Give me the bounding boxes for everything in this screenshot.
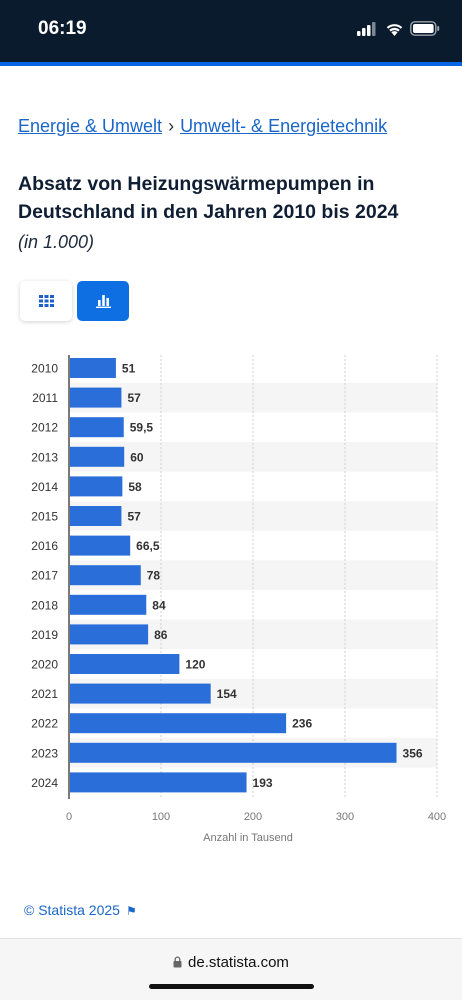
wifi-icon bbox=[386, 24, 403, 36]
browser-url-bar[interactable]: de.statista.com bbox=[0, 938, 462, 1000]
copyright-text: © Statista 2025 bbox=[24, 902, 120, 918]
statista-copyright-link[interactable]: © Statista 2025 ⚑ bbox=[24, 902, 137, 918]
bar-2021[interactable] bbox=[70, 683, 211, 704]
category-label: 2023 bbox=[31, 746, 58, 760]
category-label: 2018 bbox=[31, 598, 58, 612]
x-axis-label: Anzahl in Tausend bbox=[203, 832, 293, 844]
x-tick-label: 100 bbox=[152, 811, 170, 823]
breadcrumb: Energie & Umwelt › Umwelt- & Energietechni… bbox=[18, 116, 387, 137]
bar-2012[interactable] bbox=[70, 417, 124, 438]
flag-icon[interactable]: ⚑ bbox=[125, 904, 137, 918]
value-label: 66,5 bbox=[136, 539, 160, 553]
category-label: 2016 bbox=[31, 539, 58, 553]
url-text: de.statista.com bbox=[188, 954, 289, 971]
category-label: 2020 bbox=[31, 658, 58, 672]
category-label: 2014 bbox=[31, 480, 58, 494]
table-icon bbox=[38, 295, 54, 307]
category-label: 2022 bbox=[31, 717, 58, 731]
x-tick-label: 200 bbox=[244, 811, 262, 823]
value-labels: 51 57 59,5 60 58 57 66,5 78 84 86 120 154 236 356 193 bbox=[122, 362, 423, 790]
bar-2010[interactable] bbox=[70, 358, 116, 378]
bar-2020[interactable] bbox=[70, 654, 180, 674]
value-label: 86 bbox=[154, 628, 168, 642]
bar-chart-view-button[interactable] bbox=[77, 281, 129, 321]
bar-2019[interactable] bbox=[70, 624, 149, 645]
x-tick-label: 0 bbox=[66, 811, 72, 823]
bar-2022[interactable] bbox=[70, 713, 287, 734]
bars bbox=[70, 358, 397, 793]
status-time: 06:19 bbox=[38, 18, 87, 39]
value-label: 59,5 bbox=[130, 421, 154, 435]
table-view-button[interactable] bbox=[20, 281, 72, 321]
value-label: 193 bbox=[253, 776, 273, 790]
bar-2011[interactable] bbox=[70, 387, 122, 408]
category-label: 2015 bbox=[31, 510, 58, 524]
value-label: 236 bbox=[292, 717, 312, 731]
breadcrumb-separator: › bbox=[168, 116, 175, 136]
value-label: 154 bbox=[217, 687, 237, 701]
value-label: 51 bbox=[122, 362, 136, 376]
bar-2016[interactable] bbox=[70, 535, 131, 556]
bar-chart: 2010 2011 2012 2013 2014 2015 2016 2017 2018 2019… bbox=[31, 355, 446, 844]
value-label: 356 bbox=[403, 746, 423, 760]
page-subtitle: (in 1.000) bbox=[18, 232, 95, 252]
battery-icon bbox=[410, 21, 440, 36]
category-label: 2019 bbox=[31, 628, 58, 642]
page-title: Absatz von Heizungswärmepumpen in Deutsc… bbox=[18, 173, 399, 223]
breadcrumb-link-energie-umwelt[interactable]: Energie & Umwelt bbox=[18, 116, 163, 136]
value-label: 120 bbox=[185, 658, 205, 672]
x-tick-label: 400 bbox=[428, 811, 446, 823]
bar-2023[interactable] bbox=[70, 742, 397, 763]
x-tick-label: 300 bbox=[336, 811, 354, 823]
value-label: 60 bbox=[130, 450, 144, 464]
header-accent-line bbox=[0, 62, 462, 66]
category-label: 2013 bbox=[31, 450, 58, 464]
x-tick-labels: 0 100 200 300 400 bbox=[66, 811, 446, 823]
breadcrumb-link-umwelt-energietechnik[interactable]: Umwelt- & Energietechnik bbox=[180, 116, 388, 136]
category-label: 2010 bbox=[31, 362, 58, 376]
bar-chart-icon bbox=[95, 295, 111, 308]
value-label: 57 bbox=[127, 391, 141, 405]
home-indicator bbox=[149, 984, 314, 989]
status-bar: 06:19 bbox=[0, 0, 462, 62]
cellular-signal-icon bbox=[357, 22, 376, 36]
category-label: 2017 bbox=[31, 569, 58, 583]
category-label: 2024 bbox=[31, 776, 58, 790]
bar-2014[interactable] bbox=[70, 476, 123, 497]
bar-2018[interactable] bbox=[70, 594, 147, 615]
value-label: 58 bbox=[128, 480, 142, 494]
value-label: 78 bbox=[147, 569, 161, 583]
lock-icon bbox=[173, 956, 182, 968]
category-label: 2012 bbox=[31, 421, 58, 435]
category-label: 2011 bbox=[32, 391, 58, 405]
value-label: 57 bbox=[127, 510, 141, 524]
bar-2015[interactable] bbox=[70, 506, 122, 526]
category-labels: 2010 2011 2012 2013 2014 2015 2016 2017 2018 2019… bbox=[31, 362, 58, 790]
bar-2017[interactable] bbox=[70, 565, 141, 586]
category-label: 2021 bbox=[31, 687, 58, 701]
value-label: 84 bbox=[152, 598, 166, 612]
bar-2024[interactable] bbox=[70, 772, 247, 793]
bar-2013[interactable] bbox=[70, 446, 125, 467]
